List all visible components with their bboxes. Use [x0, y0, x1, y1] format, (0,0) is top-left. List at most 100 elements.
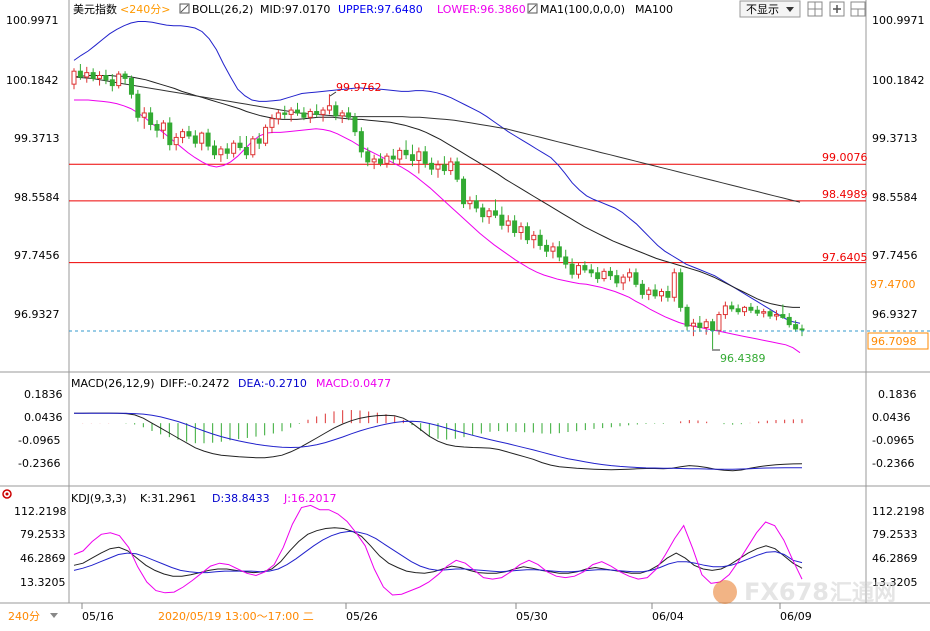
candle [524, 222, 530, 244]
candle-body [435, 164, 441, 170]
candle-body [275, 112, 281, 120]
settings-icon[interactable] [2, 489, 12, 499]
date-label: 06/09 [780, 610, 812, 623]
candle-body [429, 162, 435, 170]
main-tick-left: 96.9327 [14, 308, 60, 321]
hide-dropdown[interactable]: 不显示 [739, 0, 801, 18]
candle-body [588, 269, 594, 274]
candle [735, 304, 741, 315]
candle-body [326, 105, 332, 111]
candle [473, 195, 479, 213]
macd-tick-right: -0.0965 [872, 434, 914, 447]
candle [365, 147, 371, 167]
candle [205, 128, 211, 151]
candle [250, 135, 256, 158]
main-indicator-lines [73, 21, 801, 354]
layout-icon [851, 8, 865, 16]
candle-body [256, 138, 262, 144]
boll-legend-icon[interactable] [179, 3, 190, 14]
candle [595, 267, 601, 283]
date-label: 06/04 [652, 610, 684, 623]
candle [339, 110, 345, 124]
macd-diff-value: DIFF:-0.2472 [160, 377, 230, 390]
candle-body [148, 112, 154, 125]
period-label[interactable]: <240分> [120, 3, 170, 16]
period-tab[interactable] [0, 604, 68, 627]
candle-body [371, 158, 377, 163]
candle-body [180, 131, 186, 138]
candle-body [352, 116, 358, 133]
candle [218, 146, 224, 162]
candle [269, 114, 275, 134]
last-price-tag: 96.7098 [871, 335, 917, 348]
main-tick-right: 96.9327 [872, 308, 918, 321]
kdj-d-line [73, 530, 803, 574]
candle-body [237, 142, 243, 149]
candle [237, 135, 243, 151]
kdj-j-line [73, 504, 803, 596]
candle [173, 133, 179, 151]
candle-body [563, 256, 569, 265]
candle-body [135, 93, 141, 118]
candle-body [665, 291, 671, 298]
macd-tick-right: 0.0436 [872, 411, 911, 424]
macd-dea-line [74, 412, 802, 470]
candle-body [211, 145, 217, 156]
macd-tick-right: 0.1836 [878, 388, 917, 401]
candle-body [448, 161, 454, 172]
candle-body [786, 316, 792, 326]
candle-body [780, 314, 786, 318]
candle-body [716, 314, 722, 331]
candle-body [141, 112, 147, 118]
candle [211, 140, 217, 160]
candle-body [269, 118, 275, 128]
candle-body [678, 272, 684, 308]
candle-body [314, 111, 320, 115]
candle [569, 258, 575, 279]
macd-dea-value: DEA:-0.2710 [238, 377, 307, 390]
macd-tick-left: -0.0965 [18, 434, 60, 447]
kdj-k-value: K:31.2961 [140, 492, 196, 505]
macd-tick-left: 0.1836 [24, 388, 63, 401]
candle-body [729, 305, 735, 310]
candle-body [467, 200, 473, 205]
candle-body [614, 275, 620, 284]
candle-body [90, 72, 96, 79]
candle [128, 75, 134, 99]
candle-body [231, 142, 237, 154]
candle [767, 308, 773, 319]
candle-body [320, 109, 326, 115]
candle-body [473, 200, 479, 209]
candle-body [671, 272, 677, 298]
candle-body [84, 72, 90, 78]
candle [748, 303, 754, 314]
candle-body [748, 306, 754, 311]
candle [116, 71, 122, 89]
boll-mid-value: MID:97.0170 [260, 3, 330, 16]
high-pointer [329, 91, 337, 97]
candle [742, 305, 748, 316]
candle-body [646, 289, 652, 295]
main-tick-left: 100.1842 [6, 74, 59, 87]
date-label: 05/30 [516, 610, 548, 623]
candle [684, 304, 690, 331]
last-price-box [867, 332, 929, 350]
candle-body [684, 306, 690, 327]
ma-legend-icon[interactable] [527, 3, 538, 14]
layout-button[interactable] [850, 1, 866, 17]
candle [409, 144, 415, 167]
grid-toggle-button[interactable] [807, 1, 823, 17]
macd-tick-left: 0.0436 [24, 411, 63, 424]
candle [84, 66, 90, 83]
candle [614, 269, 620, 288]
candle-body [659, 291, 665, 297]
candle [90, 68, 96, 82]
candle-body [595, 272, 601, 280]
candle [607, 267, 613, 280]
kdj-tick-left: 112.2198 [14, 505, 67, 518]
candle-body [346, 112, 352, 118]
candle [135, 89, 141, 122]
period-chevron-icon[interactable] [50, 613, 58, 618]
zoom-button[interactable] [829, 1, 845, 17]
candle-body [607, 270, 613, 277]
